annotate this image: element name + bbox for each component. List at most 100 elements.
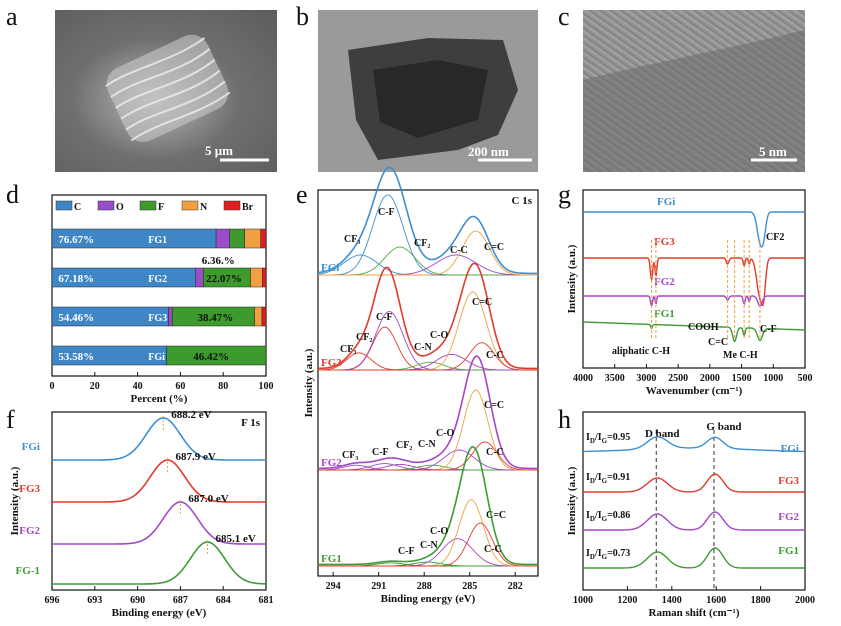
h-sample-label: FG3 — [778, 475, 799, 487]
d-x-tick-label: 0 — [50, 381, 55, 392]
g-sample-label: FGi — [657, 196, 675, 208]
e-peak-label: C-O — [430, 526, 449, 537]
e-peak-label: C-N — [414, 342, 433, 353]
g-x-tick-label: 1000 — [763, 373, 783, 384]
panel-letter-d: d — [6, 180, 19, 209]
e-fit-component — [318, 311, 538, 371]
tem-high-scale-label: 5 nm — [759, 144, 787, 159]
tem-high-texture: 5 nm — [583, 30, 805, 172]
e-peak-label: C-F — [378, 207, 395, 218]
e-peak-label: C-O — [430, 330, 449, 341]
e-peak-label: CF₂ — [414, 238, 430, 249]
h-y-axis-label: Intensity (a.u.) — [566, 466, 578, 535]
d-data-label: 54.46% — [58, 312, 94, 324]
d-bar-segment — [260, 228, 267, 249]
e-spectrum-FGi — [317, 166, 538, 275]
d-legend-label: Br — [242, 202, 254, 213]
g-spectrum-FG2 — [583, 295, 805, 307]
g-spectrum-FG1 — [583, 321, 805, 343]
e-peak-label: C=C — [486, 510, 506, 521]
g-spectrum-FGi — [583, 211, 805, 248]
e-x-tick-label: 291 — [371, 581, 386, 592]
e-frame — [317, 189, 539, 577]
h-x-tick-label: 1000 — [573, 595, 593, 606]
e-peak-label: C-N — [418, 439, 437, 450]
g-x-tick-label: 500 — [798, 373, 813, 384]
g-annotation: C=C — [708, 337, 728, 348]
g-frame — [582, 189, 806, 369]
f-x-axis-label: Binding energy (eV) — [112, 607, 207, 619]
e-peak-label: C=C — [484, 242, 504, 253]
d-category-label: FG3 — [148, 313, 167, 324]
tem-image-high: 5 nm — [583, 10, 805, 172]
e-peak-label: CF₃ — [340, 344, 356, 355]
f-sample-label: FGi — [22, 441, 40, 453]
h-spectrum-FG2 — [583, 511, 805, 531]
e-fit-component — [318, 522, 538, 567]
panel-letter-c: c — [558, 2, 570, 31]
panel-letter-e: e — [296, 180, 308, 209]
d-legend-swatch — [181, 200, 199, 211]
f-title: F 1s — [241, 417, 261, 429]
h-spectrum-FGi — [582, 436, 806, 453]
d-legend-label: C — [74, 202, 81, 213]
f-sample-label: FG2 — [19, 525, 40, 537]
e-peak-label: C-N — [420, 540, 439, 551]
g-spectrum-FG3 — [583, 257, 805, 307]
e-peak-label: CF₂ — [396, 440, 412, 451]
d-bar-segment — [250, 267, 263, 288]
d-data-label: 22.07% — [206, 273, 242, 285]
e-x-tick-label: 294 — [326, 581, 341, 592]
panel-letter-h: h — [558, 405, 571, 434]
h-sample-label: FG2 — [778, 511, 799, 523]
e-x-tick-label: 288 — [417, 581, 432, 592]
e-peak-label: C=C — [484, 400, 504, 411]
tem-image-low: 200 nm — [318, 10, 538, 172]
d-bar-segment — [254, 306, 263, 327]
tem-low-texture: 200 nm — [348, 38, 532, 162]
f-x-tick-label: 687 — [173, 595, 188, 606]
e-spectrum-FG1 — [318, 445, 538, 566]
e-peak-label: C-C — [486, 447, 504, 458]
h-x-tick-label: 1800 — [751, 595, 771, 606]
e-fit-component — [318, 230, 538, 276]
e-spectrum-FG3 — [318, 262, 538, 370]
f-x-tick-label: 684 — [216, 595, 231, 606]
f-spectrum-FG3 — [52, 459, 266, 503]
d-bar-segment — [168, 306, 173, 327]
g-x-tick-label: 4000 — [573, 373, 593, 384]
d-bar-segment — [195, 267, 204, 288]
g-sample-label: FG1 — [654, 308, 675, 320]
e-sample-label: FG1 — [321, 553, 342, 565]
e-peak-label: C=C — [472, 297, 492, 308]
g-x-tick-label: 2500 — [668, 373, 688, 384]
e-peak-label: C-F — [398, 546, 415, 557]
panel-letter-g: g — [558, 180, 571, 209]
h-x-tick-label: 2000 — [795, 595, 815, 606]
g-annotation: C-F — [760, 324, 777, 335]
f-y-axis-label: Intensity (a.u.) — [9, 466, 21, 535]
g-sample-label: FG3 — [654, 236, 675, 248]
g-x-tick-label: 3500 — [605, 373, 625, 384]
sem-flake — [105, 34, 231, 142]
d-category-label: FGi — [148, 352, 165, 363]
f-sample-label: FG-1 — [16, 565, 40, 577]
d-legend-label: F — [158, 202, 164, 213]
e-peak-label: C-F — [376, 312, 393, 323]
f-peak-label: 687.0 eV — [188, 493, 228, 505]
d-x-tick-label: 40 — [133, 381, 143, 392]
d-legend-swatch — [223, 200, 241, 211]
d-bar-segment — [261, 306, 267, 327]
d-legend-swatch — [139, 200, 157, 211]
e-peak-label: CF₃ — [342, 450, 358, 461]
f-spectrum-FG2 — [52, 501, 266, 545]
e-peak-label: CF₃ — [344, 234, 360, 245]
f-x-tick-label: 693 — [87, 595, 102, 606]
e-fit-component — [318, 441, 538, 471]
panel-letter-b: b — [296, 2, 309, 31]
d-x-tick-label: 60 — [175, 381, 185, 392]
f-x-tick-label: 696 — [45, 595, 60, 606]
f-sample-label: FG3 — [19, 483, 40, 495]
d-bar-segment — [244, 228, 261, 249]
